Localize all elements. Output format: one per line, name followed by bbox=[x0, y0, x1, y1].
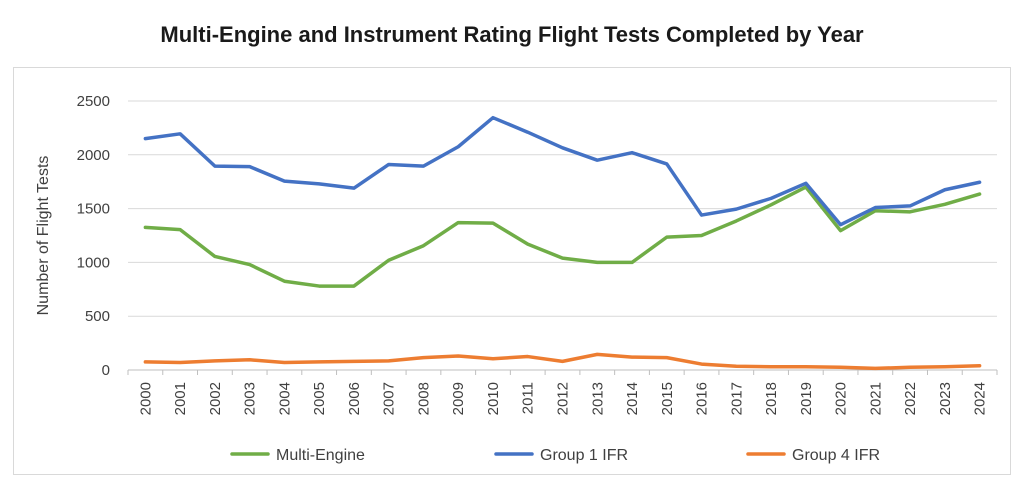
grid-lines bbox=[128, 100, 997, 371]
x-tick-labels: 2000 2001 2002 2003 2004 2005 2006 2007 2008 2009… bbox=[127, 370, 998, 415]
x-tick-label: 2023 bbox=[937, 382, 954, 415]
series-line-group-1-ifr bbox=[143, 115, 982, 227]
x-tick-label: 2024 bbox=[972, 382, 989, 415]
y-tick-label: 500 bbox=[85, 308, 110, 325]
x-tick-label: 2009 bbox=[450, 382, 467, 415]
x-tick-label: 2006 bbox=[346, 382, 363, 415]
series-lines bbox=[143, 115, 982, 371]
x-tick-label: 2017 bbox=[728, 382, 745, 415]
legend-label-group-1-ifr: Group 1 IFR bbox=[540, 447, 628, 464]
y-tick-label: 1500 bbox=[77, 201, 110, 218]
series-line-group-4-ifr bbox=[143, 352, 982, 371]
y-tick-label: 0 bbox=[102, 362, 110, 379]
legend: Multi-Engine Group 1 IFR Group 4 IFR bbox=[230, 447, 880, 464]
y-tick-label: 1000 bbox=[77, 254, 110, 271]
x-tick-label: 2020 bbox=[833, 382, 850, 415]
x-tick-label: 2019 bbox=[798, 382, 815, 415]
y-tick-label: 2000 bbox=[77, 147, 110, 164]
x-tick-label: 2014 bbox=[624, 382, 641, 415]
legend-label-multi-engine: Multi-Engine bbox=[276, 447, 365, 464]
x-tick-label: 2018 bbox=[763, 382, 780, 415]
series-line-multi-engine bbox=[143, 185, 982, 288]
x-tick-label: 2021 bbox=[867, 382, 884, 415]
x-tick-label: 2002 bbox=[207, 382, 224, 415]
x-tick-label: 2015 bbox=[659, 382, 676, 415]
legend-label-group-4-ifr: Group 4 IFR bbox=[792, 447, 880, 464]
y-tick-label: 2500 bbox=[77, 93, 110, 110]
chart-title: Multi-Engine and Instrument Rating Fligh… bbox=[160, 22, 864, 47]
chart-frame bbox=[13, 67, 1011, 475]
x-tick-label: 2007 bbox=[381, 382, 398, 415]
y-axis-label: Number of Flight Tests bbox=[35, 156, 52, 316]
x-tick-label: 2012 bbox=[555, 382, 572, 415]
x-tick-label: 2000 bbox=[137, 382, 154, 415]
x-tick-label: 2022 bbox=[902, 382, 919, 415]
x-tick-label: 2004 bbox=[276, 382, 293, 415]
x-tick-label: 2016 bbox=[694, 382, 711, 415]
y-tick-labels: 0 500 1000 1500 2000 2500 bbox=[77, 93, 110, 379]
x-tick-label: 2008 bbox=[415, 382, 432, 415]
x-tick-label: 2001 bbox=[172, 382, 189, 415]
x-tick-label: 2005 bbox=[311, 382, 328, 415]
x-tick-label: 2003 bbox=[242, 382, 259, 415]
x-tick-label: 2013 bbox=[589, 382, 606, 415]
x-tick-label: 2010 bbox=[485, 382, 502, 415]
x-tick-label: 2011 bbox=[520, 382, 537, 414]
